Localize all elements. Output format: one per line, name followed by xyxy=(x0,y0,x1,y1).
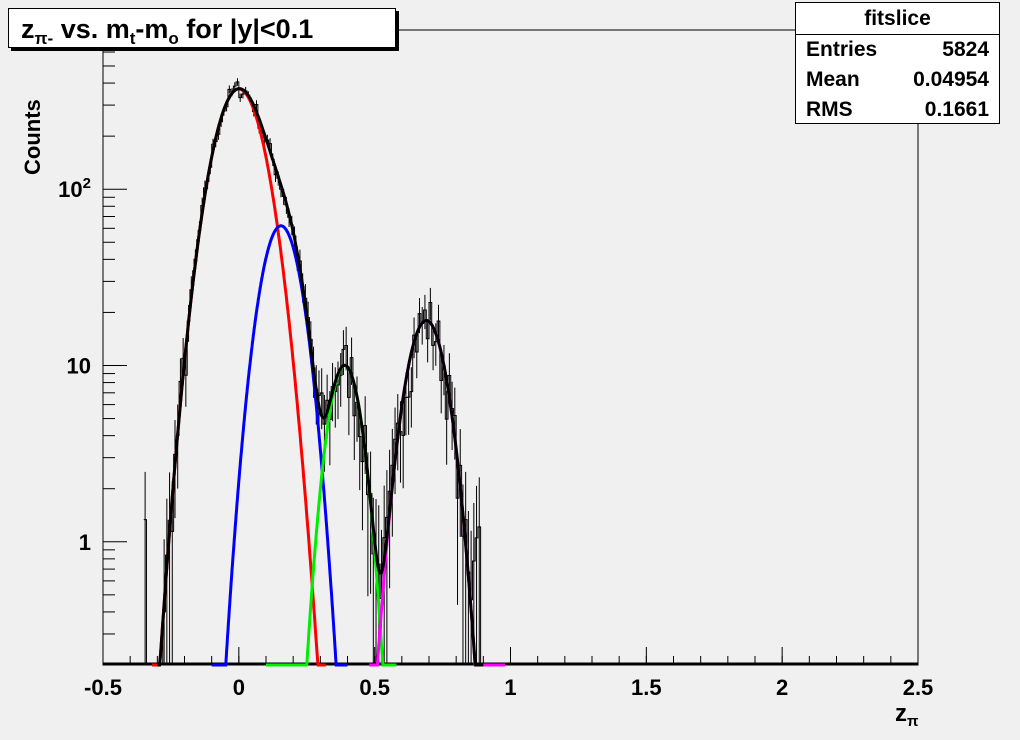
title-sub-t: t xyxy=(129,29,136,48)
stats-title: fitslice xyxy=(796,3,999,35)
chart-title: zπ- vs. mt-mo for |y|<0.1 xyxy=(8,8,396,48)
stats-box: fitslice Entries 5824 Mean 0.04954 RMS 0… xyxy=(795,2,1000,124)
stats-label: RMS xyxy=(806,98,853,121)
x-tick-label: 2 xyxy=(776,675,788,700)
title-sub-pi: π- xyxy=(34,29,54,48)
x-tick-label: 2.5 xyxy=(903,675,934,700)
stats-value: 0.1661 xyxy=(924,98,989,121)
x-tick-label: -0.5 xyxy=(84,675,122,700)
x-tick-label: 0.5 xyxy=(359,675,390,700)
x-axis-label-sub: π xyxy=(907,713,919,730)
title-vs: vs. m xyxy=(53,14,130,44)
fit-curve-component-2 xyxy=(211,224,348,667)
y-axis-label: Counts xyxy=(20,99,45,175)
plot-frame xyxy=(102,29,919,666)
stats-value: 5824 xyxy=(942,38,989,61)
stats-row-mean: Mean 0.04954 xyxy=(796,65,999,95)
y-tick-label: 1 xyxy=(79,530,91,555)
stats-row-rms: RMS 0.1661 xyxy=(796,95,999,125)
title-z: z xyxy=(21,14,35,44)
stats-value: 0.04954 xyxy=(913,68,989,91)
title-sub-o: o xyxy=(168,29,179,48)
stats-label: Entries xyxy=(806,38,878,61)
y-tick-label: 102 xyxy=(58,175,91,202)
x-axis-label: zπ xyxy=(895,700,918,730)
title-tail: for |y|<0.1 xyxy=(178,14,314,44)
y-tick-label: 10 xyxy=(67,353,91,378)
x-tick-label: 1 xyxy=(504,675,516,700)
fit-curve-total xyxy=(157,87,484,667)
title-minus-m: -m xyxy=(135,14,169,44)
x-axis-label-z: z xyxy=(895,700,907,727)
x-tick-label: 1.5 xyxy=(631,675,662,700)
stats-label: Mean xyxy=(806,68,860,91)
x-tick-label: 0 xyxy=(233,675,245,700)
stats-row-entries: Entries 5824 xyxy=(796,35,999,65)
